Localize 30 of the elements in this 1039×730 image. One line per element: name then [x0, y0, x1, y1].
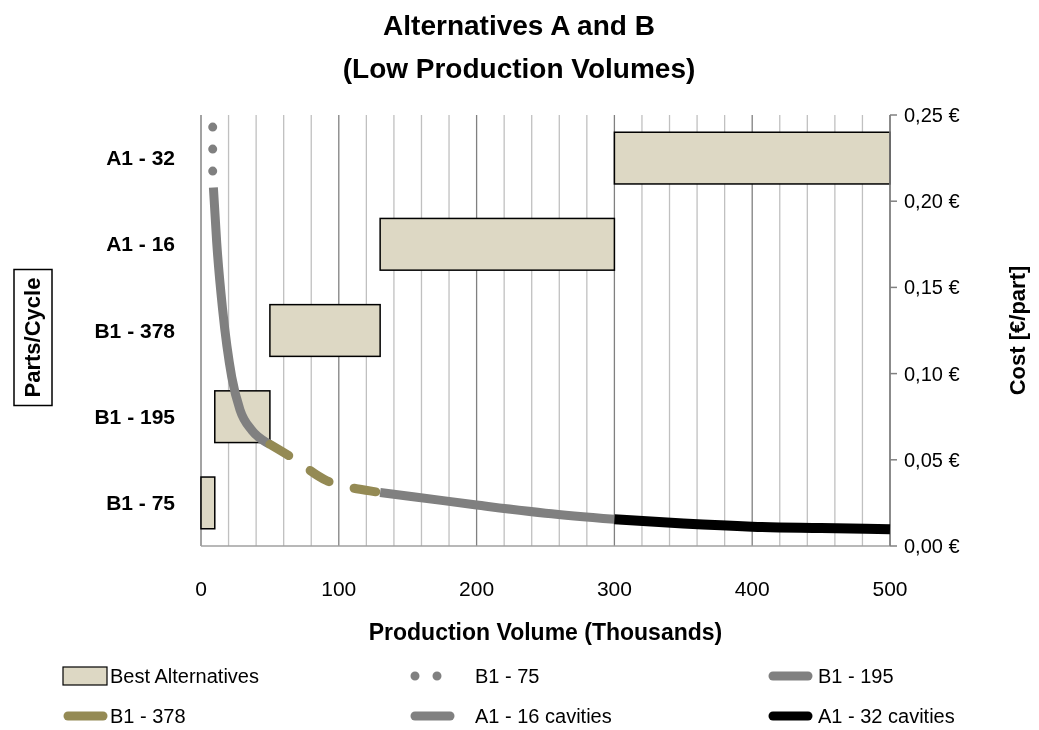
bar — [200, 476, 216, 530]
x-axis-title: Production Volume (Thousands) — [368, 619, 723, 645]
legend-label: B1 - 75 — [475, 665, 540, 687]
y-tick-label: 0,25 € — [904, 104, 960, 126]
y-tick-label: A1 - 16 — [106, 232, 175, 256]
x-tick-label: 0 — [195, 577, 207, 600]
y-tick-label: B1 - 378 — [94, 318, 176, 342]
legend-label: B1 - 195 — [818, 665, 894, 687]
bar — [379, 217, 616, 271]
y-tick-label: B1 - 75 — [106, 490, 176, 514]
x-tick-label: 100 — [321, 577, 357, 600]
x-tick-label: 400 — [734, 577, 770, 600]
y-tick-label: 0,15 € — [904, 276, 960, 299]
y-tick-label: 0,10 € — [904, 362, 960, 385]
y-tick-label: 0,05 € — [904, 448, 960, 471]
chart-title: Alternatives A and B (Low Production Volumes) — [342, 10, 696, 84]
x-tick-label: 300 — [596, 577, 632, 600]
legend-label: A1 - 32 cavities — [818, 705, 955, 727]
legend-label: A1 - 16 cavities — [475, 705, 612, 727]
y-tick-label: B1 - 195 — [94, 404, 176, 428]
y-axis-title: Parts/Cycle — [20, 277, 45, 398]
y-tick-label: 0,00 € — [904, 535, 960, 557]
legend-label: Best Alternatives — [110, 665, 259, 687]
y-axis-title: Cost [€/part] — [1005, 265, 1030, 396]
x-tick-label: 200 — [459, 577, 495, 600]
bar — [269, 303, 381, 358]
bar — [613, 131, 891, 185]
x-tick-label: 500 — [872, 577, 908, 600]
y-tick-label: A1 - 32 — [106, 146, 175, 170]
y-tick-label: 0,20 € — [904, 190, 960, 213]
